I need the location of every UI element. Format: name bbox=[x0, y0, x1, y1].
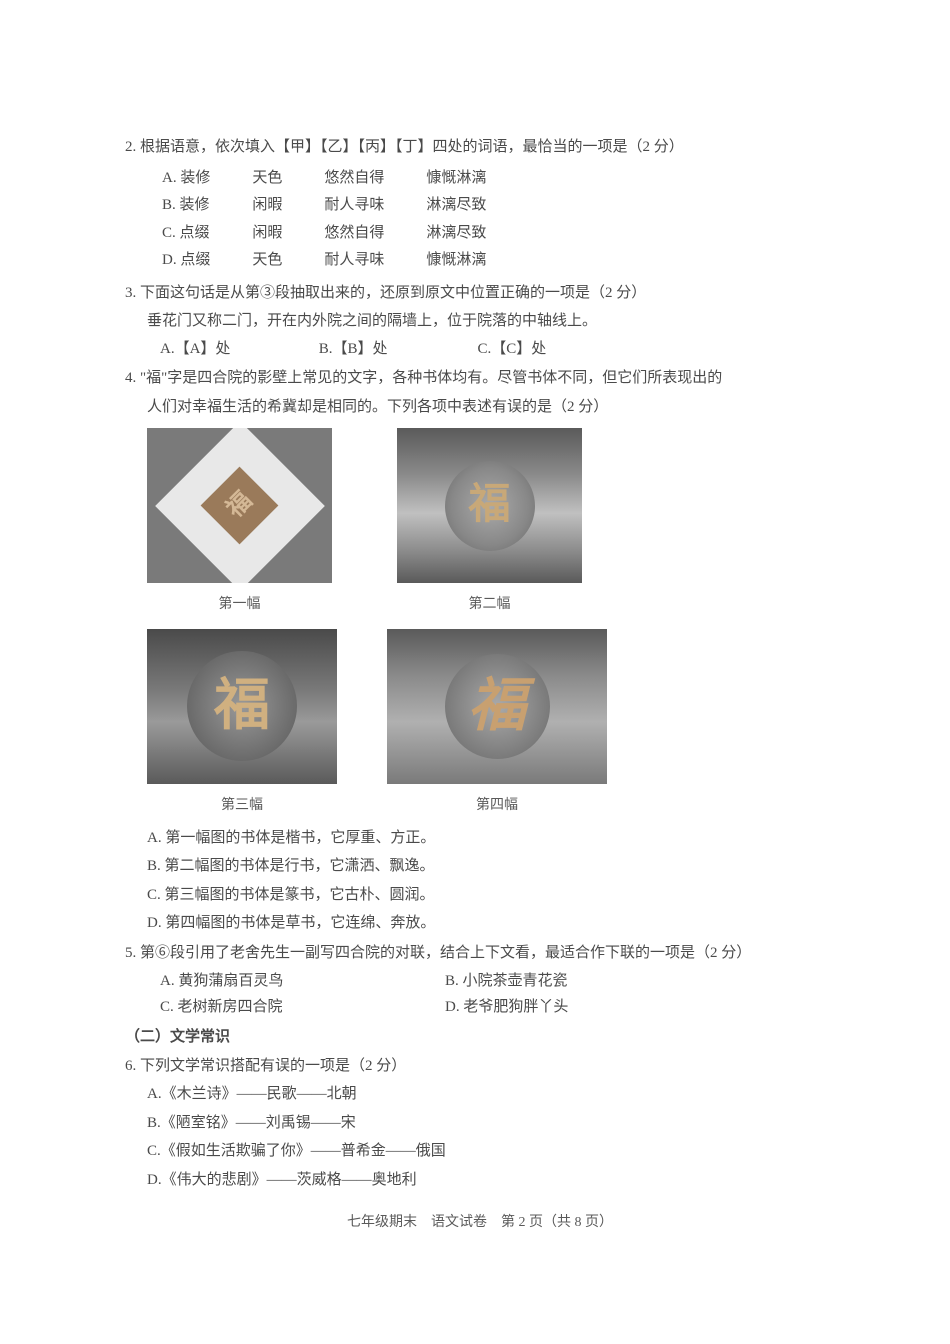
image-block-4: 福 第四幅 bbox=[387, 629, 607, 818]
question-3-text: 3. 下面这句话是从第③段抽取出来的，还原到原文中位置正确的一项是（2 分） bbox=[125, 281, 835, 307]
section-2-header: （二）文学常识 bbox=[125, 1025, 835, 1051]
caption-3: 第三幅 bbox=[147, 794, 337, 818]
option-3b: B.【B】处 bbox=[319, 337, 474, 363]
option-6d: D.《伟大的悲剧》——茨威格——奥地利 bbox=[147, 1168, 835, 1194]
opt-2d-c2: 天色 bbox=[252, 248, 322, 274]
opt-2c-c4: 淋漓尽致 bbox=[426, 221, 526, 247]
opt-2b-c2: 闲暇 bbox=[252, 193, 322, 219]
question-4-options: A. 第一幅图的书体是楷书，它厚重、方正。 B. 第二幅图的书体是行书，它潇洒、… bbox=[147, 826, 835, 937]
page-footer: 七年级期末 语文试卷 第 2 页（共 8 页） bbox=[125, 1211, 835, 1235]
question-4: 4. "福"字是四合院的影壁上常见的文字，各种书体均有。尽管书体不同，但它们所表… bbox=[125, 366, 835, 937]
question-6: 6. 下列文学常识搭配有误的一项是（2 分） A.《木兰诗》——民歌——北朝 B… bbox=[125, 1054, 835, 1194]
option-4b: B. 第二幅图的书体是行书，它潇洒、飘逸。 bbox=[147, 854, 835, 880]
fu-char-4: 福 bbox=[468, 657, 526, 756]
opt-2a-c1: A. 装修 bbox=[162, 166, 250, 192]
option-5a: A. 黄狗蒲扇百灵鸟 bbox=[160, 969, 445, 995]
option-4d: D. 第四幅图的书体是草书，它连绵、奔放。 bbox=[147, 911, 835, 937]
question-5: 5. 第⑥段引用了老舍先生一副写四合院的对联，结合上下文看，最适合作下联的一项是… bbox=[125, 941, 835, 1021]
option-4c: C. 第三幅图的书体是篆书，它古朴、圆润。 bbox=[147, 883, 835, 909]
option-3a: A.【A】处 bbox=[160, 337, 315, 363]
opt-2c-c1: C. 点缀 bbox=[162, 221, 250, 247]
opt-2c-c2: 闲暇 bbox=[252, 221, 322, 247]
opt-2a-c4: 慷慨淋漓 bbox=[426, 166, 526, 192]
question-5-options: A. 黄狗蒲扇百灵鸟 B. 小院茶壶青花瓷 C. 老树新房四合院 D. 老爷肥狗… bbox=[160, 969, 835, 1020]
question-4-text1: 4. "福"字是四合院的影壁上常见的文字，各种书体均有。尽管书体不同，但它们所表… bbox=[125, 366, 835, 392]
opt-2d-c4: 慷慨淋漓 bbox=[426, 248, 526, 274]
question-3-options: A.【A】处 B.【B】处 C.【C】处 bbox=[160, 337, 835, 363]
fu-char-2: 福 bbox=[468, 470, 510, 541]
opt-2d-c1: D. 点缀 bbox=[162, 248, 250, 274]
image-2: 福 bbox=[397, 428, 582, 583]
opt-2d-c3: 耐人寻味 bbox=[324, 248, 424, 274]
image-block-1: 福 第一幅 bbox=[147, 428, 332, 617]
option-6c: C.《假如生活欺骗了你》——普希金——俄国 bbox=[147, 1139, 835, 1165]
question-6-text: 6. 下列文学常识搭配有误的一项是（2 分） bbox=[125, 1054, 835, 1080]
opt-2a-c2: 天色 bbox=[252, 166, 322, 192]
option-5d: D. 老爷肥狗胖丫头 bbox=[445, 995, 730, 1021]
image-3: 福 bbox=[147, 629, 337, 784]
image-block-3: 福 第三幅 bbox=[147, 629, 337, 818]
fu-char-1: 福 bbox=[217, 483, 263, 529]
question-5-text: 5. 第⑥段引用了老舍先生一副写四合院的对联，结合上下文看，最适合作下联的一项是… bbox=[125, 941, 835, 967]
option-2d: D. 点缀 天色 耐人寻味 慷慨淋漓 bbox=[162, 248, 526, 274]
caption-1: 第一幅 bbox=[147, 593, 332, 617]
images-row-2: 福 第三幅 福 第四幅 bbox=[147, 629, 835, 818]
option-5b: B. 小院茶壶青花瓷 bbox=[445, 969, 730, 995]
image-1: 福 bbox=[147, 428, 332, 583]
option-4a: A. 第一幅图的书体是楷书，它厚重、方正。 bbox=[147, 826, 835, 852]
question-6-options: A.《木兰诗》——民歌——北朝 B.《陋室铭》——刘禹锡——宋 C.《假如生活欺… bbox=[147, 1082, 835, 1193]
image-block-2: 福 第二幅 bbox=[397, 428, 582, 617]
question-4-text2: 人们对幸福生活的希冀却是相同的。下列各项中表述有误的是（2 分） bbox=[147, 395, 835, 421]
question-2: 2. 根据语意，依次填入【甲】【乙】【丙】【丁】四处的词语，最恰当的一项是（2 … bbox=[125, 135, 835, 276]
image-4: 福 bbox=[387, 629, 607, 784]
option-6a: A.《木兰诗》——民歌——北朝 bbox=[147, 1082, 835, 1108]
question-2-options: A. 装修 天色 悠然自得 慷慨淋漓 B. 装修 闲暇 耐人寻味 淋漓尽致 C.… bbox=[160, 164, 528, 276]
option-3c: C.【C】处 bbox=[478, 337, 633, 363]
question-3: 3. 下面这句话是从第③段抽取出来的，还原到原文中位置正确的一项是（2 分） 垂… bbox=[125, 281, 835, 363]
option-5c: C. 老树新房四合院 bbox=[160, 995, 445, 1021]
caption-4: 第四幅 bbox=[387, 794, 607, 818]
question-2-text: 2. 根据语意，依次填入【甲】【乙】【丙】【丁】四处的词语，最恰当的一项是（2 … bbox=[125, 135, 835, 161]
option-2c: C. 点缀 闲暇 悠然自得 淋漓尽致 bbox=[162, 221, 526, 247]
option-6b: B.《陋室铭》——刘禹锡——宋 bbox=[147, 1111, 835, 1137]
caption-2: 第二幅 bbox=[397, 593, 582, 617]
opt-2b-c1: B. 装修 bbox=[162, 193, 250, 219]
option-2a: A. 装修 天色 悠然自得 慷慨淋漓 bbox=[162, 166, 526, 192]
fu-char-3: 福 bbox=[214, 659, 270, 754]
images-row-1: 福 第一幅 福 第二幅 bbox=[147, 428, 835, 617]
question-3-sub: 垂花门又称二门，开在内外院之间的隔墙上，位于院落的中轴线上。 bbox=[147, 309, 835, 335]
opt-2a-c3: 悠然自得 bbox=[324, 166, 424, 192]
opt-2b-c4: 淋漓尽致 bbox=[426, 193, 526, 219]
opt-2b-c3: 耐人寻味 bbox=[324, 193, 424, 219]
opt-2c-c3: 悠然自得 bbox=[324, 221, 424, 247]
option-2b: B. 装修 闲暇 耐人寻味 淋漓尽致 bbox=[162, 193, 526, 219]
